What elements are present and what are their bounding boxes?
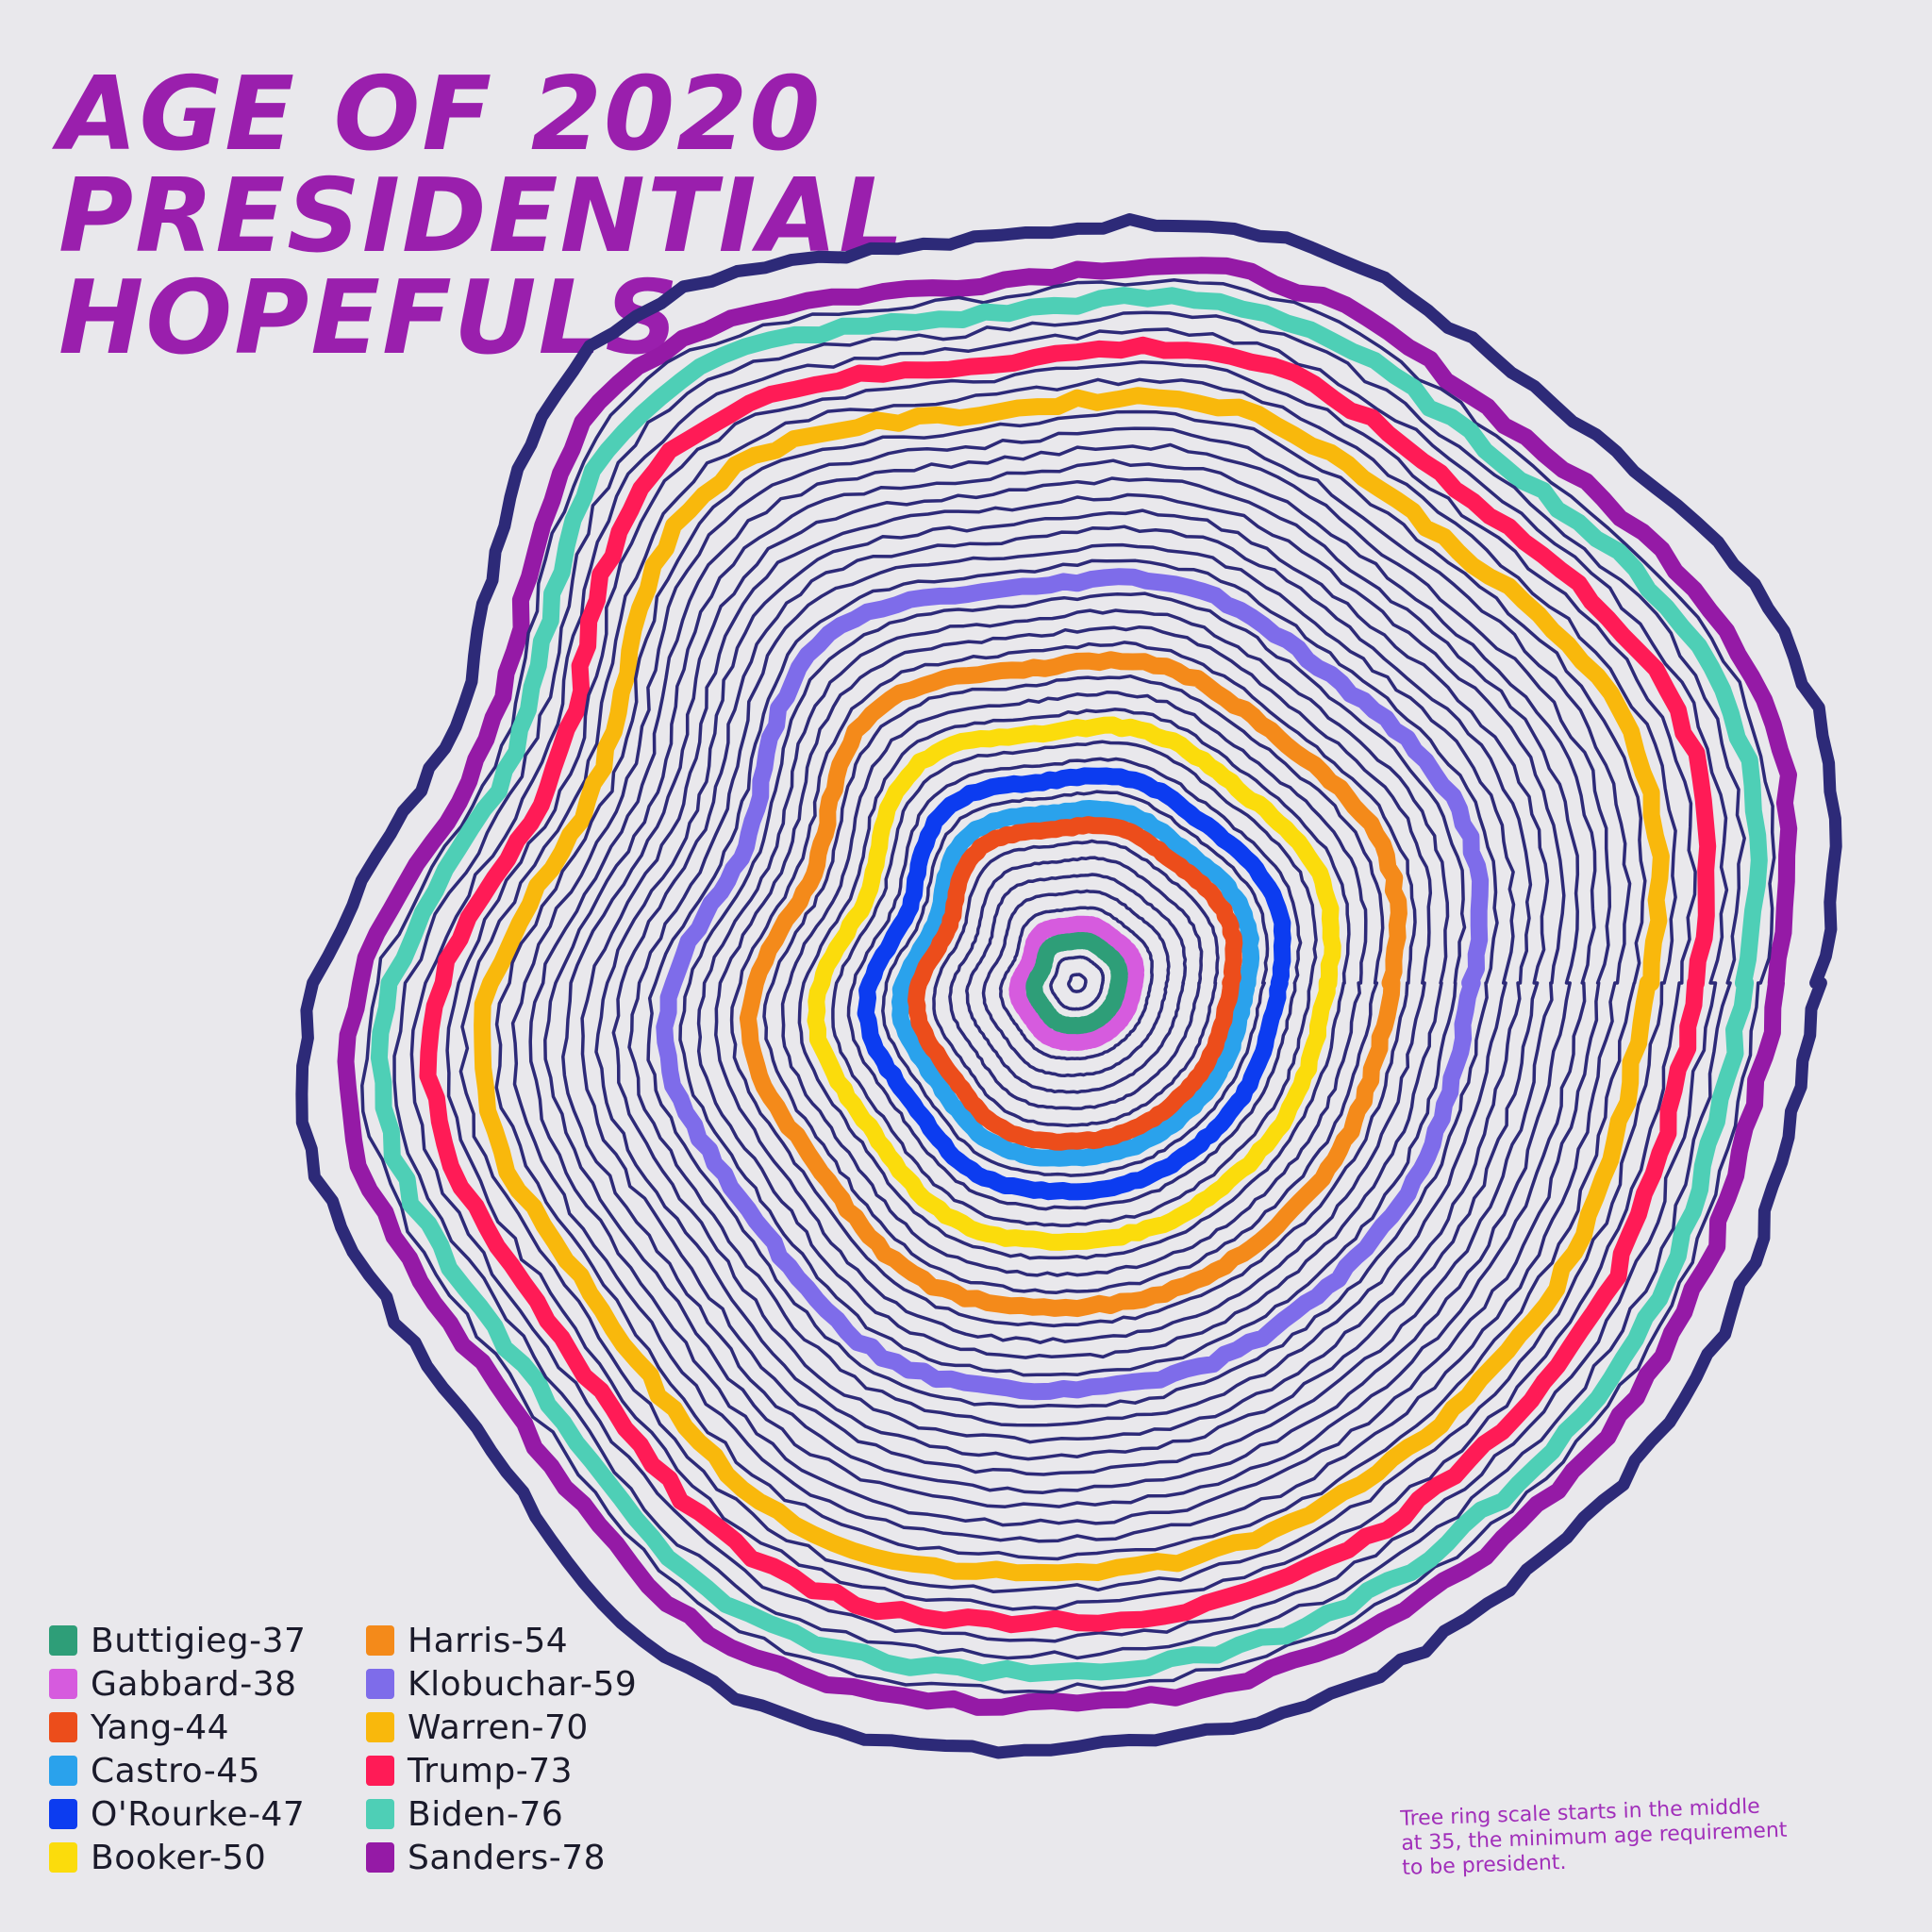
legend-item-buttigieg: Buttigieg-37 [49, 1619, 306, 1662]
ring-year-66 [543, 458, 1597, 1508]
legend-label: Buttigieg-37 [91, 1621, 307, 1660]
legend-label: Yang-44 [91, 1707, 230, 1747]
legend-item-klobuchar: Klobuchar-59 [366, 1662, 637, 1706]
ring-orourke [857, 767, 1291, 1201]
ring-year-57 [696, 608, 1450, 1359]
ring-year-58 [678, 591, 1467, 1377]
legend-swatch [49, 1669, 77, 1699]
legend-item-sanders: Sanders-78 [366, 1836, 637, 1879]
legend-swatch [366, 1799, 394, 1829]
legend-swatch [366, 1712, 394, 1742]
legend-swatch [366, 1669, 394, 1699]
legend-swatch [49, 1625, 77, 1656]
ring-year-55 [729, 641, 1417, 1328]
legend-label: Sanders-78 [408, 1838, 607, 1877]
ring-year-52 [780, 690, 1368, 1277]
ring-year-40 [981, 889, 1171, 1078]
ring-sanders [337, 257, 1798, 1716]
legend-item-castro: Castro-45 [49, 1749, 306, 1792]
legend-item-gabbard: Gabbard-38 [49, 1662, 306, 1706]
ring-year-53 [762, 674, 1385, 1295]
legend-swatch [49, 1756, 77, 1786]
ring-year-77 [360, 278, 1776, 1694]
ring-year-64 [580, 492, 1566, 1476]
ring-year-74 [409, 327, 1729, 1643]
legend-swatch [49, 1799, 77, 1829]
ring-year-63 [594, 508, 1550, 1461]
bark-outline [295, 213, 1842, 1759]
ring-klobuchar [656, 568, 1490, 1401]
ring-year-49 [831, 740, 1318, 1227]
ring-year-39 [998, 906, 1154, 1061]
ring-yang [908, 816, 1243, 1151]
legend-item-booker: Booker-50 [49, 1836, 306, 1879]
ring-year-65 [561, 476, 1580, 1495]
ring-year-56 [714, 625, 1433, 1344]
legend-swatch [366, 1625, 394, 1656]
legend-swatch [49, 1712, 77, 1742]
title-line-1: AGE OF 2020 [58, 56, 823, 174]
ring-center [1067, 973, 1088, 993]
ring-year-71 [458, 377, 1677, 1594]
legend-item-warren: Warren-70 [366, 1706, 637, 1749]
legend-item-trump: Trump-73 [366, 1749, 637, 1792]
legend-label: Booker-50 [91, 1838, 267, 1877]
ring-gabbard [1008, 915, 1145, 1051]
ring-year-67 [528, 442, 1612, 1527]
ring-year-62 [611, 525, 1533, 1444]
ring-biden [370, 287, 1768, 1683]
legend-label: Warren-70 [408, 1707, 589, 1747]
ring-castro [891, 800, 1260, 1167]
ring-group [337, 257, 1798, 1716]
ring-harris [739, 651, 1407, 1318]
legend-swatch [49, 1842, 77, 1873]
ring-year-69 [494, 409, 1647, 1561]
title-line-2: PRESIDENTIAL [58, 158, 907, 275]
chart-title: AGE OF 2020 PRESIDENTIAL HOPEFULS [58, 64, 906, 370]
ring-year-60 [646, 558, 1499, 1408]
ring-year-61 [627, 542, 1516, 1427]
ring-year-42 [948, 856, 1204, 1110]
legend-column-left: Buttigieg-37 Gabbard-38 Yang-44 Castro-45 O'… [49, 1619, 306, 1879]
ring-year-43 [932, 839, 1220, 1127]
legend-label: O'Rourke-47 [91, 1794, 306, 1834]
title-line-3: HOPEFULS [58, 259, 681, 377]
ring-trump [419, 336, 1717, 1634]
legend-column-right: Harris-54 Klobuchar-59 Warren-70 Trump-73 Bi… [366, 1619, 637, 1879]
ring-year-51 [797, 708, 1351, 1260]
legend-label: Trump-73 [408, 1751, 574, 1790]
ring-year-48 [846, 757, 1303, 1211]
ring-year-68 [510, 426, 1632, 1543]
ring-year-72 [445, 359, 1697, 1611]
legend-swatch [366, 1842, 394, 1873]
ring-year-46 [881, 790, 1270, 1177]
ring-buttigieg [1025, 932, 1128, 1035]
legend-item-yang: Yang-44 [49, 1706, 306, 1749]
ring-year-75 [392, 310, 1746, 1660]
legend-label: Biden-76 [408, 1794, 564, 1834]
legend-label: Harris-54 [408, 1621, 569, 1660]
ring-year-41 [965, 873, 1188, 1094]
ring-warren [474, 387, 1670, 1582]
ring-booker [807, 716, 1341, 1251]
legend-label: Gabbard-38 [91, 1664, 297, 1704]
legend-label: Castro-45 [91, 1751, 261, 1790]
ring-year-36 [1049, 955, 1106, 1011]
legend-item-harris: Harris-54 [366, 1619, 637, 1662]
legend-swatch [366, 1756, 394, 1786]
legend-item-biden: Biden-76 [366, 1792, 637, 1836]
legend-label: Klobuchar-59 [408, 1664, 638, 1704]
legend-item-orourke: O'Rourke-47 [49, 1792, 306, 1836]
